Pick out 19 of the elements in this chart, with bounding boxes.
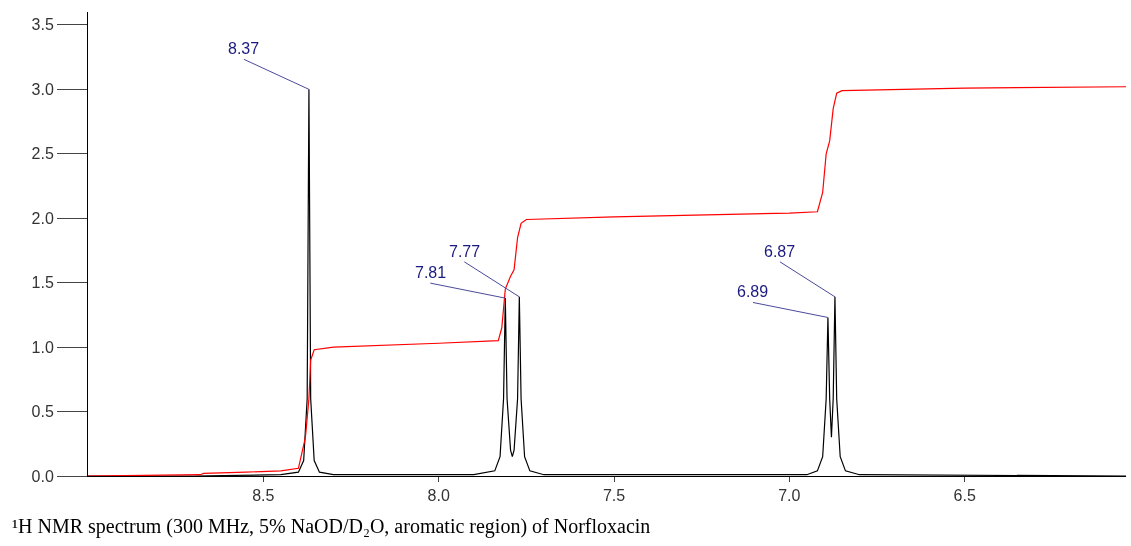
annotation: 6.89 [737,283,769,300]
x-tick-label: 8.5 [252,487,275,505]
x-tick-label: 7.0 [778,487,801,505]
annotation: 8.37 [228,40,260,57]
annotation: 7.77 [449,243,481,260]
annotation: 7.81 [415,264,447,281]
x-tick-label: 6.5 [953,487,976,505]
text: ¹H NMR spectrum (300 MHz, 5% NaOD/D₂O, aromatic region) of Norfloxacin [12,515,651,538]
x-tick-label: 8.0 [427,487,450,505]
y-tick-label: 0.5 [31,403,54,421]
y-tick-label: 2.0 [31,209,54,227]
y-tick-label: 3.0 [31,80,54,98]
y-tick-label: 1.0 [31,338,54,356]
y-tick-label: 1.5 [31,274,54,292]
y-tick-label: 0.0 [31,467,54,485]
annotation: 6.87 [764,243,796,260]
y-tick-label: 3.5 [31,16,54,34]
y-tick-label: 2.5 [31,145,54,163]
x-tick-label: 7.5 [602,487,626,505]
